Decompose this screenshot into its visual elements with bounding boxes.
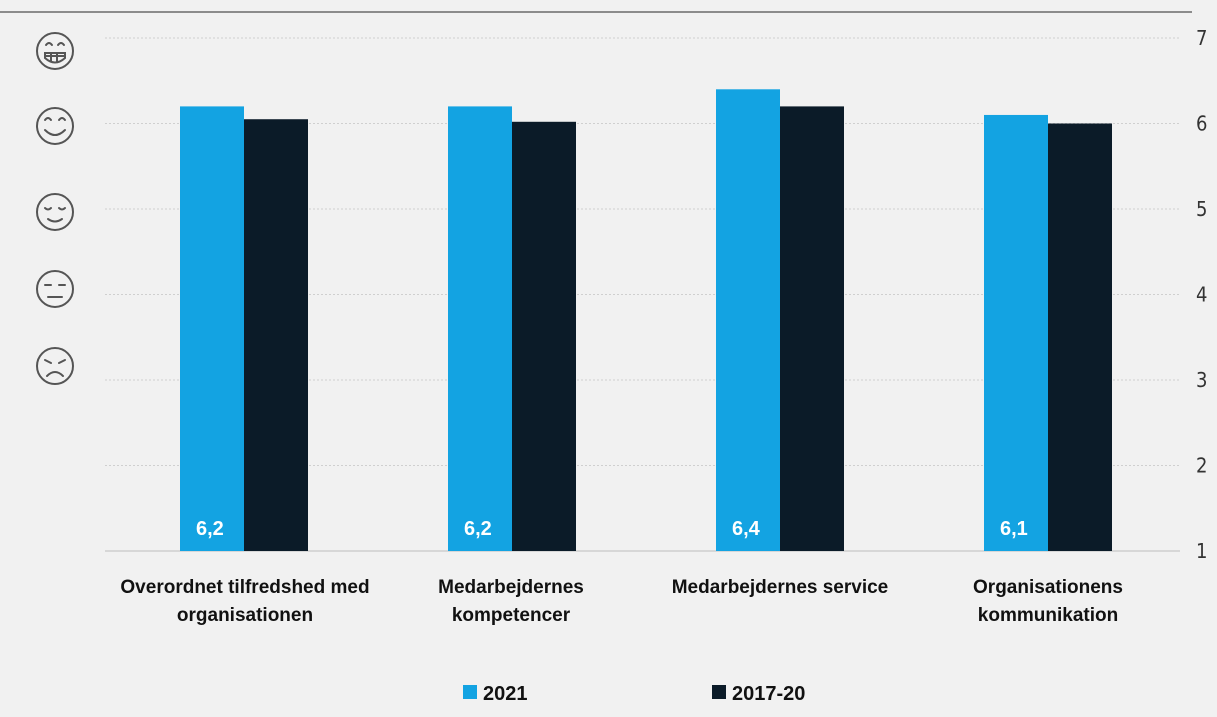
category-label: Organisationens [973, 577, 1123, 598]
bar-2021-3 [716, 89, 780, 552]
y-tick-label: 3 [1196, 368, 1207, 392]
data-label: 6,2 [464, 518, 492, 540]
category-label: organisationen [177, 605, 313, 626]
legend-label: 2017-20 [732, 683, 805, 705]
bars [180, 89, 1112, 552]
content-face-icon [36, 193, 74, 231]
legend-swatch-2017-20 [712, 685, 726, 699]
y-tick-label: 1 [1196, 539, 1207, 563]
legend-label: 2021 [483, 683, 528, 705]
bar-2017-20-1 [244, 119, 308, 551]
category-labels: Overordnet tilfredshed med organisationen… [120, 577, 1123, 626]
y-tick-label: 2 [1196, 454, 1207, 478]
data-label: 6,2 [196, 518, 224, 540]
legend-swatch-2021 [463, 685, 477, 699]
bar-2017-20-2 [512, 121, 576, 551]
data-label: 6,4 [732, 518, 761, 540]
category-label: kommunikation [978, 605, 1118, 626]
y-tick-label: 6 [1196, 112, 1207, 136]
smiling-face-icon [36, 107, 74, 145]
y-tick-label: 7 [1196, 26, 1207, 50]
bar-2017-20-3 [780, 106, 844, 552]
bar-2021-1 [180, 106, 244, 552]
category-label: kompetencer [452, 605, 571, 626]
data-label: 6,1 [1000, 518, 1028, 540]
category-label: Overordnet tilfredshed med [120, 577, 369, 598]
data-labels: 6,2 6,2 6,4 6,1 [196, 518, 1028, 540]
grinning-face-icon [36, 32, 74, 70]
bar-2021-4 [984, 114, 1048, 551]
face-icons [36, 32, 74, 385]
y-tick-label: 5 [1196, 197, 1207, 221]
category-label: Medarbejdernes [438, 577, 584, 598]
neutral-face-icon [36, 270, 74, 308]
category-label: Medarbejdernes service [672, 577, 889, 598]
sad-face-icon [36, 347, 74, 385]
y-axis-ticks: 1 2 3 4 5 6 7 [1196, 26, 1207, 563]
y-tick-label: 4 [1196, 283, 1207, 307]
bar-2021-2 [448, 106, 512, 552]
bar-2017-20-4 [1048, 123, 1112, 551]
legend: 2021 2017-20 [463, 683, 805, 705]
